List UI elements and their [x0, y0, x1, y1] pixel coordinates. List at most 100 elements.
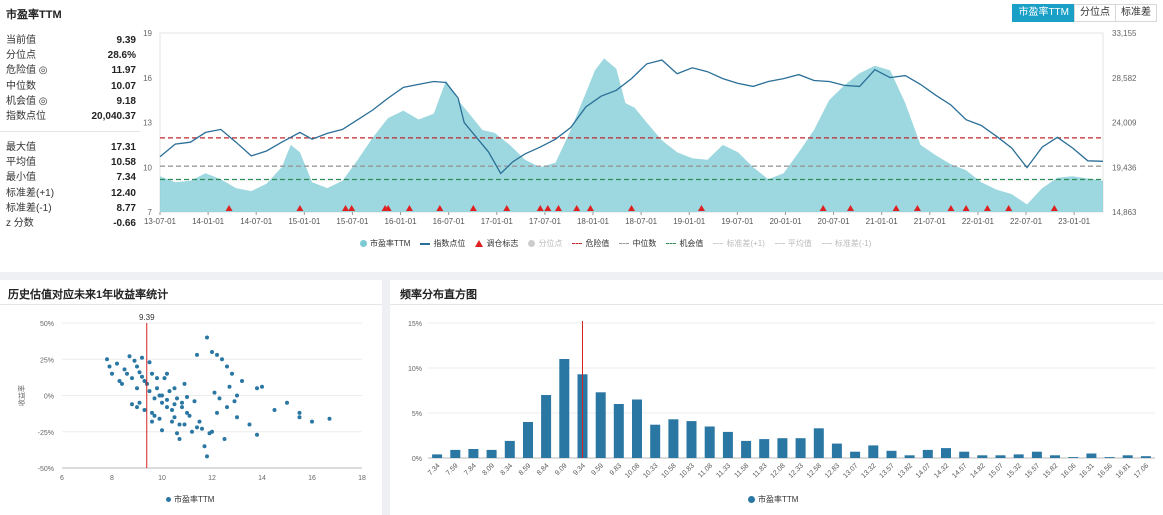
histogram-bar [1013, 454, 1024, 458]
y-tick-label: -50% [38, 466, 54, 473]
x-tick-label: 9.59 [590, 462, 605, 477]
legend-triangle-icon [475, 240, 484, 247]
legend-item[interactable]: 分位点 [528, 238, 562, 249]
x-tick-label: 11.58 [734, 462, 751, 479]
scatter-point [172, 402, 177, 407]
scatter-point [172, 415, 177, 420]
scatter-point [205, 454, 209, 459]
x-tick-label: 15.07 [988, 462, 1005, 479]
x-tick-label: 15.82 [1042, 462, 1059, 479]
stat-max: 最大值 17.31 [6, 142, 136, 153]
scatter-point [327, 416, 332, 421]
legend-label: 中位数 [632, 239, 657, 248]
pe-main-panel: 市盈率TTM 市盈率TTM 分位点 标准差 当前值 9.39 分位点 28.6% 危… [0, 4, 1157, 249]
stat-opportunity-value[interactable]: 机会值 ◎ 9.18 [6, 95, 136, 107]
x-tick-label: 8.59 [518, 462, 533, 477]
scatter-point [190, 429, 194, 434]
x-tick-label: 16.31 [1078, 462, 1095, 479]
legend-item[interactable]: 危险值 [572, 238, 609, 249]
stat-min: 最小值 7.34 [6, 172, 136, 184]
scatter-point [192, 399, 197, 404]
x-tick-label: 12.83 [824, 462, 841, 479]
scatter-legend-item[interactable]: 市盈率TTM [166, 494, 214, 505]
y-tick-label: -25% [38, 430, 54, 437]
scatter-point [132, 358, 137, 363]
histogram-bar [1104, 457, 1115, 458]
x-tick-label: 15-07-01 [336, 217, 369, 226]
histogram-bar [523, 422, 533, 458]
rebalance-marker [586, 205, 594, 211]
scatter-point [155, 376, 159, 381]
legend-label: 市盈率TTM [370, 239, 411, 248]
x-tick-label: 10.08 [624, 462, 641, 479]
y-left-tick-label: 16 [143, 74, 152, 83]
scatter-point [135, 405, 139, 410]
legend-label: 标准差(-1) [834, 239, 872, 248]
scatter-point [212, 390, 217, 395]
scatter-point [177, 422, 182, 427]
rebalance-marker [225, 205, 233, 211]
legend-item[interactable]: 市盈率TTM [360, 238, 410, 249]
y-left-tick-label: 19 [143, 29, 152, 38]
y-tick-label: 5% [412, 411, 422, 418]
scatter-point [137, 400, 142, 405]
legend-item[interactable]: 中位数 [619, 238, 656, 249]
stat-index-points: 指数点位 20,040.37 [6, 110, 136, 122]
x-tick-label: 22-07-01 [1010, 217, 1043, 226]
scatter-point [120, 381, 124, 386]
x-tick-label: 8 [110, 475, 114, 482]
rebalance-marker [348, 205, 356, 211]
scatter-point [137, 370, 142, 375]
rebalance-marker [469, 205, 477, 211]
rebalance-marker [554, 205, 562, 211]
legend-item[interactable]: 平均值 [774, 238, 812, 249]
stat-std-minus: 标准差(-1) 8.77 [6, 202, 136, 214]
stat-median: 中位数 10.07 [6, 80, 136, 92]
x-tick-label: 12.33 [788, 462, 805, 479]
tab-pe-ttm[interactable]: 市盈率TTM [1012, 4, 1075, 22]
legend-item[interactable]: 机会值 [666, 238, 703, 249]
x-tick-label: 13.82 [897, 462, 914, 479]
x-tick-label: 10.33 [642, 462, 659, 479]
x-tick-label: 19-07-01 [721, 217, 754, 226]
y-right-tick-label: 19,436 [1112, 163, 1137, 172]
scatter-point [142, 379, 147, 383]
x-tick-label: 14 [258, 475, 266, 482]
scatter-point [105, 357, 109, 362]
scatter-point [122, 367, 127, 372]
x-tick-label: 7.84 [463, 462, 478, 477]
legend-item[interactable]: 标准差(-1) [821, 238, 872, 249]
x-tick-label: 14.07 [915, 462, 932, 479]
rebalance-marker [573, 205, 581, 211]
scatter-point [165, 371, 169, 376]
y-tick-label: 10% [408, 366, 422, 373]
histogram-bar [813, 428, 824, 458]
legend-dash-icon [713, 243, 724, 244]
x-tick-label: 14-01-01 [192, 217, 225, 226]
y-right-tick-label: 33,155 [1112, 29, 1137, 38]
scatter-point [165, 405, 169, 410]
tab-std-dev[interactable]: 标准差 [1115, 4, 1157, 22]
legend-item[interactable]: 指数点位 [420, 238, 465, 249]
histogram-bar [541, 395, 552, 458]
rebalance-marker [819, 205, 827, 211]
rebalance-marker [342, 205, 350, 211]
legend-item[interactable]: 调仓标志 [475, 238, 518, 249]
scatter-point [177, 437, 182, 441]
scatter-point [180, 405, 184, 410]
x-tick-label: 7.59 [445, 462, 460, 477]
legend-item[interactable]: 标准差(+1) [713, 238, 765, 249]
x-tick-label: 9.83 [609, 462, 624, 477]
x-tick-label: 14.82 [969, 462, 986, 479]
stat-danger-value[interactable]: 危险值 ◎ 11.97 [6, 65, 136, 77]
histogram-bar [432, 454, 443, 458]
histogram-legend-item[interactable]: 市盈率TTM [748, 494, 798, 505]
x-tick-label: 12.58 [806, 462, 823, 479]
stat-std-plus: 标准差(+1) 12.40 [6, 187, 136, 199]
scatter-point [155, 386, 159, 391]
scatter-point [152, 413, 157, 418]
rebalance-marker [697, 205, 705, 211]
scatter-point [285, 400, 289, 405]
tab-percentile[interactable]: 分位点 [1074, 4, 1116, 22]
x-tick-label: 15.32 [1006, 462, 1023, 479]
